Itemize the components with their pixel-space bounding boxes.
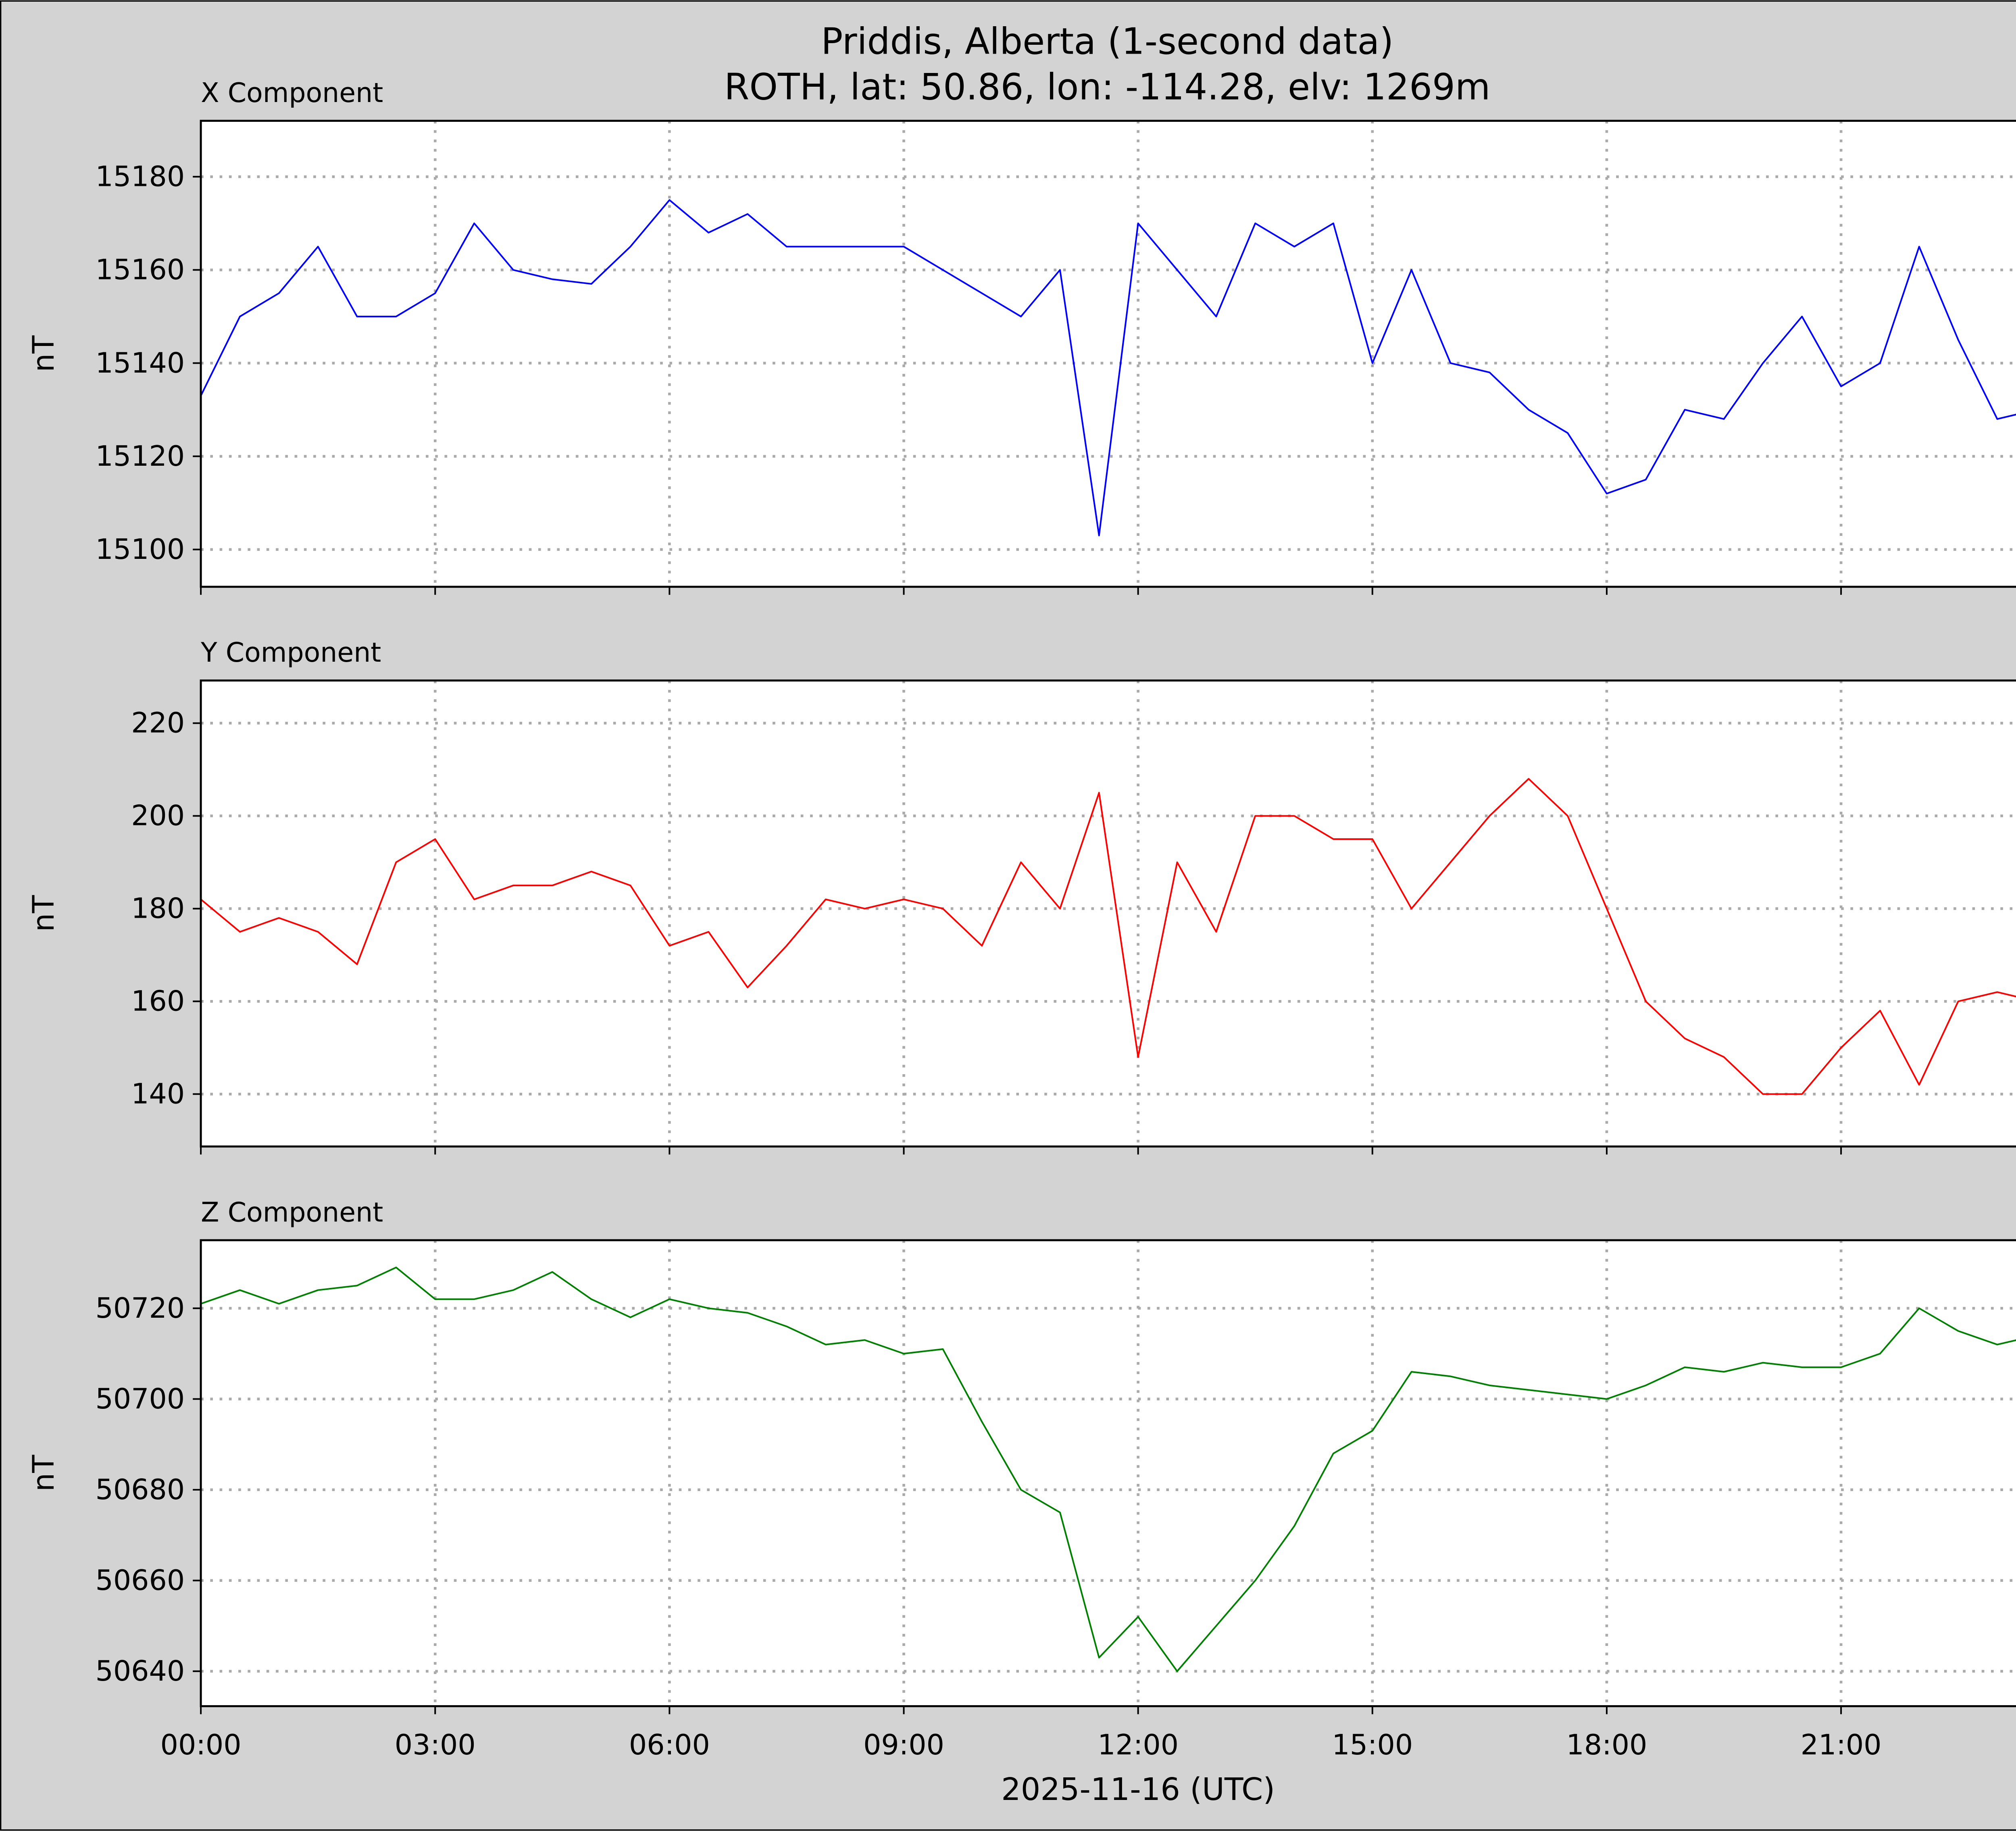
x-tick-label: 00:00 bbox=[160, 1729, 242, 1761]
y-tick-label: 50720 bbox=[95, 1292, 185, 1325]
panel-title: Z Component bbox=[201, 1196, 383, 1228]
plot-frame bbox=[200, 1239, 2016, 1707]
y-tick-label: 15180 bbox=[95, 160, 185, 193]
y-tick-label: 200 bbox=[131, 800, 185, 832]
plot-frame bbox=[200, 679, 2016, 1148]
plot-area bbox=[201, 680, 2016, 1147]
y-tick-label: 15140 bbox=[95, 347, 185, 379]
panel-title: X Component bbox=[201, 77, 383, 108]
panel-title: Y Component bbox=[200, 637, 381, 668]
y-tick-label: 15120 bbox=[95, 440, 185, 473]
y-tick-label: 50700 bbox=[95, 1383, 185, 1415]
plot-area bbox=[201, 1240, 2016, 1706]
y-axis-label: nT bbox=[27, 895, 61, 932]
data-line bbox=[200, 778, 2016, 1095]
y-tick-label: 50640 bbox=[95, 1655, 185, 1687]
y-tick-label: 140 bbox=[131, 1078, 185, 1110]
y-tick-label: 50680 bbox=[95, 1473, 185, 1506]
plot-area bbox=[201, 121, 2016, 587]
y-tick-label: 220 bbox=[131, 707, 185, 739]
x-tick-label: 15:00 bbox=[1332, 1729, 1413, 1761]
y-tick-label: 50660 bbox=[95, 1564, 185, 1597]
x-tick-label: 06:00 bbox=[629, 1729, 710, 1761]
x-tick-label: 21:00 bbox=[1801, 1729, 1882, 1761]
data-line bbox=[200, 199, 2016, 537]
x-tick-label: 09:00 bbox=[863, 1729, 944, 1761]
plot-frame bbox=[200, 120, 2016, 588]
x-tick-label: 12:00 bbox=[1098, 1729, 1179, 1761]
y-tick-label: 15100 bbox=[95, 533, 185, 566]
figure-subtitle: ROTH, lat: 50.86, lon: -114.28, elv: 126… bbox=[724, 66, 1490, 108]
y-tick-label: 160 bbox=[131, 985, 185, 1018]
x-tick-label: 03:00 bbox=[395, 1729, 476, 1761]
x-axis-label: 2025-11-16 (UTC) bbox=[1001, 1772, 1275, 1808]
y-tick-label: 180 bbox=[131, 892, 185, 925]
y-axis-label: nT bbox=[27, 335, 61, 372]
y-axis-label: nT bbox=[27, 1455, 61, 1491]
figure-title: Priddis, Alberta (1-second data) bbox=[821, 21, 1393, 63]
x-tick-label: 18:00 bbox=[1566, 1729, 1647, 1761]
data-line bbox=[200, 1266, 2016, 1672]
y-tick-label: 15160 bbox=[95, 254, 185, 286]
